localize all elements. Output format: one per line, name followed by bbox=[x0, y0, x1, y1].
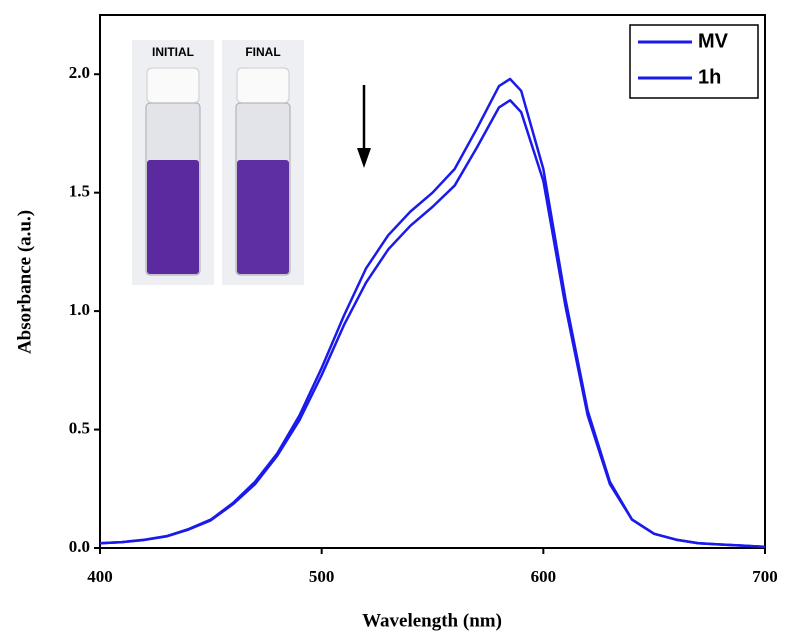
arrow bbox=[357, 85, 371, 168]
annotation: INITIAL bbox=[152, 45, 194, 59]
x-tick-label: 600 bbox=[531, 567, 557, 586]
cap bbox=[236, 67, 290, 104]
inset: INITIAL FINAL bbox=[132, 40, 304, 285]
liquid bbox=[147, 160, 199, 274]
annotation: FINAL bbox=[245, 45, 280, 59]
cap bbox=[146, 67, 200, 104]
y-tick-label: 2.0 bbox=[69, 63, 90, 82]
legend bbox=[629, 24, 759, 99]
y-tick-label: 0.0 bbox=[69, 537, 90, 556]
data-line bbox=[99, 99, 766, 549]
legend-label: MV bbox=[698, 30, 729, 52]
y-tick-label: 1.0 bbox=[69, 300, 90, 319]
plot-frame bbox=[99, 14, 766, 549]
y-tick-label: 0.5 bbox=[69, 418, 90, 437]
x-tick-label: 700 bbox=[752, 567, 778, 586]
x-axis-label: Wavelength (nm) bbox=[362, 610, 502, 631]
y-axis-label: Absorbance (a.u.) bbox=[14, 210, 35, 354]
x-tick-label: 400 bbox=[87, 567, 113, 586]
liquid bbox=[237, 160, 289, 274]
y-tick-label: 1.5 bbox=[69, 182, 90, 201]
x-tick-label: 500 bbox=[309, 567, 335, 586]
legend-label: 1h bbox=[698, 66, 721, 88]
